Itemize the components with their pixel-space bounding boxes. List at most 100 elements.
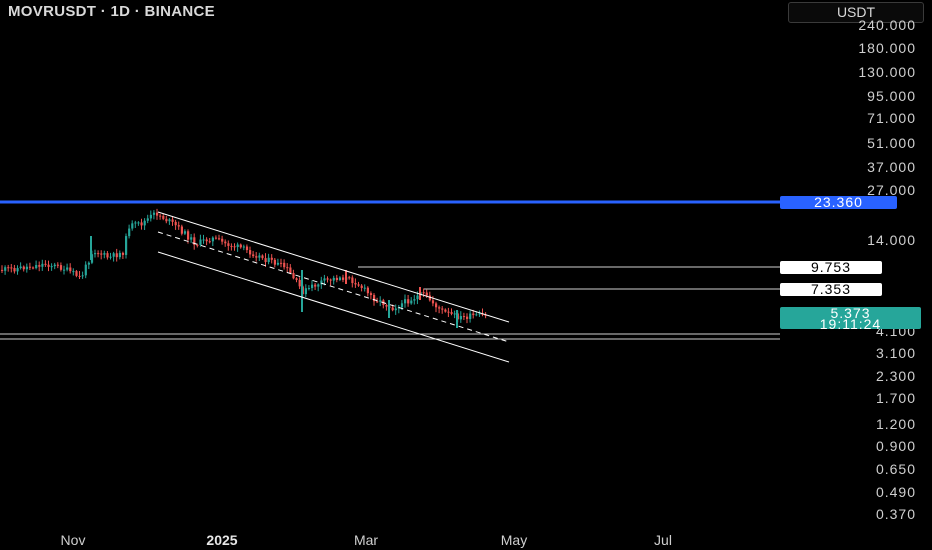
- candle: [236, 242, 239, 252]
- candle: [190, 233, 193, 243]
- candle: [326, 276, 329, 283]
- candle: [450, 308, 453, 316]
- price-tick: 14.000: [867, 232, 916, 248]
- price-tick: 180.000: [858, 40, 916, 56]
- candle: [106, 251, 109, 260]
- candle: [22, 265, 25, 272]
- candle: [478, 310, 481, 317]
- candle: [63, 265, 66, 275]
- candle: [438, 305, 441, 314]
- candle: [118, 250, 121, 260]
- level-price-label-2: 7.353: [780, 282, 882, 296]
- candle: [444, 308, 447, 313]
- candle: [16, 265, 19, 275]
- candle: [72, 268, 75, 276]
- price-tick: 1.700: [875, 390, 916, 406]
- bar-countdown: 19:11:24: [819, 316, 882, 332]
- candle: [47, 260, 50, 272]
- candle: [273, 257, 276, 268]
- candle: [366, 286, 369, 297]
- candle: [128, 224, 131, 239]
- candle: [125, 233, 128, 259]
- candle: [329, 278, 332, 286]
- candle: [41, 259, 44, 271]
- candle: [44, 260, 47, 267]
- candle: [363, 284, 366, 292]
- candle: [230, 243, 233, 251]
- candle: [97, 250, 100, 258]
- candle: [19, 262, 22, 270]
- candle: [407, 294, 410, 307]
- candle: [78, 271, 81, 279]
- candle: [94, 249, 97, 258]
- candle: [286, 263, 289, 273]
- level-price-label-1: 9.753: [780, 260, 882, 274]
- candle: [214, 235, 218, 240]
- time-tick: Jul: [654, 532, 672, 548]
- currency-selector[interactable]: USDT: [788, 2, 924, 23]
- candle: [338, 276, 342, 282]
- candle: [171, 216, 174, 226]
- candle: [146, 214, 149, 224]
- candle: [10, 263, 13, 273]
- candle: [410, 297, 413, 305]
- candle: [447, 307, 450, 318]
- candle: [261, 254, 264, 260]
- candle: [348, 275, 351, 280]
- candle: [441, 306, 444, 314]
- chart-drawings: [0, 200, 780, 363]
- candle: [69, 263, 72, 274]
- price-tick: 51.000: [867, 135, 916, 151]
- candle: [469, 310, 472, 323]
- price-tick: 240.000: [858, 17, 916, 33]
- price-tick: 130.000: [858, 64, 916, 80]
- channel-mid-line: [157, 231, 510, 343]
- last-price-value: 5.373: [830, 305, 871, 321]
- candle: [311, 280, 314, 292]
- candle: [183, 229, 187, 236]
- candle: [7, 264, 10, 272]
- candle: [245, 244, 249, 254]
- candle: [152, 210, 156, 220]
- candle: [292, 269, 295, 280]
- candle: [143, 218, 146, 231]
- candle: [342, 274, 345, 283]
- candle: [156, 208, 159, 220]
- price-tick: 95.000: [867, 88, 916, 104]
- candle: [100, 250, 103, 260]
- candle: [354, 278, 357, 288]
- candle: [134, 220, 137, 228]
- candle: [314, 282, 317, 290]
- candle: [267, 253, 270, 265]
- candle: [255, 252, 258, 262]
- candle: [121, 251, 125, 259]
- candle: [298, 277, 301, 290]
- candle: [283, 259, 286, 270]
- channel-lower-line: [157, 251, 510, 363]
- candle: [252, 250, 255, 258]
- candle: [323, 274, 326, 286]
- candle: [103, 250, 106, 259]
- channel-upper-line: [157, 211, 510, 323]
- candle: [472, 309, 475, 319]
- candle: [211, 236, 214, 247]
- candle: [38, 261, 41, 272]
- candle: [87, 261, 90, 270]
- candle: [317, 283, 320, 292]
- time-tick: May: [500, 532, 528, 548]
- price-tick: 71.000: [867, 110, 916, 126]
- candle: [112, 251, 115, 262]
- candle: [180, 224, 183, 236]
- candle: [435, 301, 438, 313]
- candle: [239, 243, 242, 249]
- candle: [193, 233, 196, 250]
- candle: [53, 262, 56, 270]
- candle: [280, 258, 283, 268]
- candle: [50, 263, 53, 271]
- symbol-title[interactable]: MOVRUSDT · 1D · BINANCE: [8, 3, 215, 20]
- candle: [162, 213, 165, 221]
- candle: [453, 310, 456, 319]
- candle: [233, 243, 236, 251]
- candle: [165, 215, 168, 224]
